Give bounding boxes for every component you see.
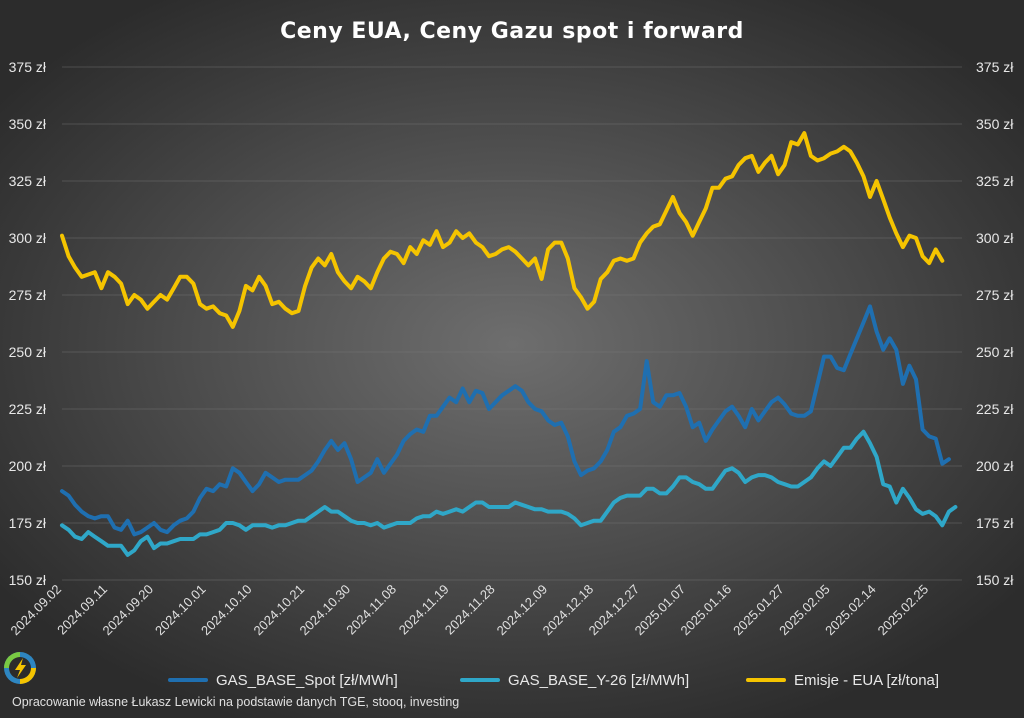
grid-lines [62,66,962,581]
y-tick-label-right: 275 zł [976,287,1014,303]
legend-item: GAS_BASE_Y-26 [zł/MWh] [460,672,689,689]
y-tick-label-left: 250 zł [9,344,47,360]
x-axis: 2024.09.022024.09.112024.09.202024.10.01… [7,582,931,639]
y-axis-left: 150 zł 175 zł 200 zł 225 zł 250 zł 275 zł 300 … [9,59,47,588]
y-tick-label-right: 150 zł [976,572,1014,588]
y-tick-label-right: 350 zł [976,116,1014,132]
series-line-2 [60,429,958,557]
y-tick-label-right: 250 zł [976,344,1014,360]
legend-item: Emisje - EUA [zł/tona] [746,672,939,689]
y-tick-label-left: 175 zł [9,515,47,531]
legend: GAS_BASE_Spot [zł/MWh] GAS_BASE_Y-26 [zł/… [168,672,939,689]
legend-label: GAS_BASE_Spot [zł/MWh] [216,672,398,689]
y-tick-label-left: 225 zł [9,401,47,417]
y-tick-label-left: 350 zł [9,116,47,132]
source-footnote: Opracowanie własne Łukasz Lewicki na pod… [12,695,459,709]
legend-item: GAS_BASE_Spot [zł/MWh] [168,672,398,689]
y-tick-label-left: 200 zł [9,458,47,474]
y-tick-label-right: 375 zł [976,59,1014,75]
x-tick-label: 2024.11.28 [442,582,498,638]
y-tick-label-left: 375 zł [9,59,47,75]
series-line-1 [60,304,951,537]
lightning-bolt-logo-icon [4,652,36,684]
series-line-3 [60,131,945,329]
chart-title: Ceny EUA, Ceny Gazu spot i forward [280,19,744,44]
y-tick-label-left: 150 zł [9,572,47,588]
y-tick-label-right: 225 zł [976,401,1014,417]
x-tick-label: 2024.11.08 [343,582,399,638]
legend-label: Emisje - EUA [zł/tona] [794,672,939,689]
x-tick-label: 2025.02.25 [875,582,932,639]
y-tick-label-right: 200 zł [976,458,1014,474]
y-tick-label-right: 300 zł [976,230,1014,246]
y-tick-label-right: 175 zł [976,515,1014,531]
y-tick-label-left: 325 zł [9,173,47,189]
y-tick-label-right: 325 zł [976,173,1014,189]
y-tick-label-left: 300 zł [9,230,47,246]
y-tick-label-left: 275 zł [9,287,47,303]
series-lines [60,131,958,557]
y-axis-right: 150 zł 175 zł 200 zł 225 zł 250 zł 275 zł 300 … [976,59,1014,588]
legend-label: GAS_BASE_Y-26 [zł/MWh] [508,672,689,689]
